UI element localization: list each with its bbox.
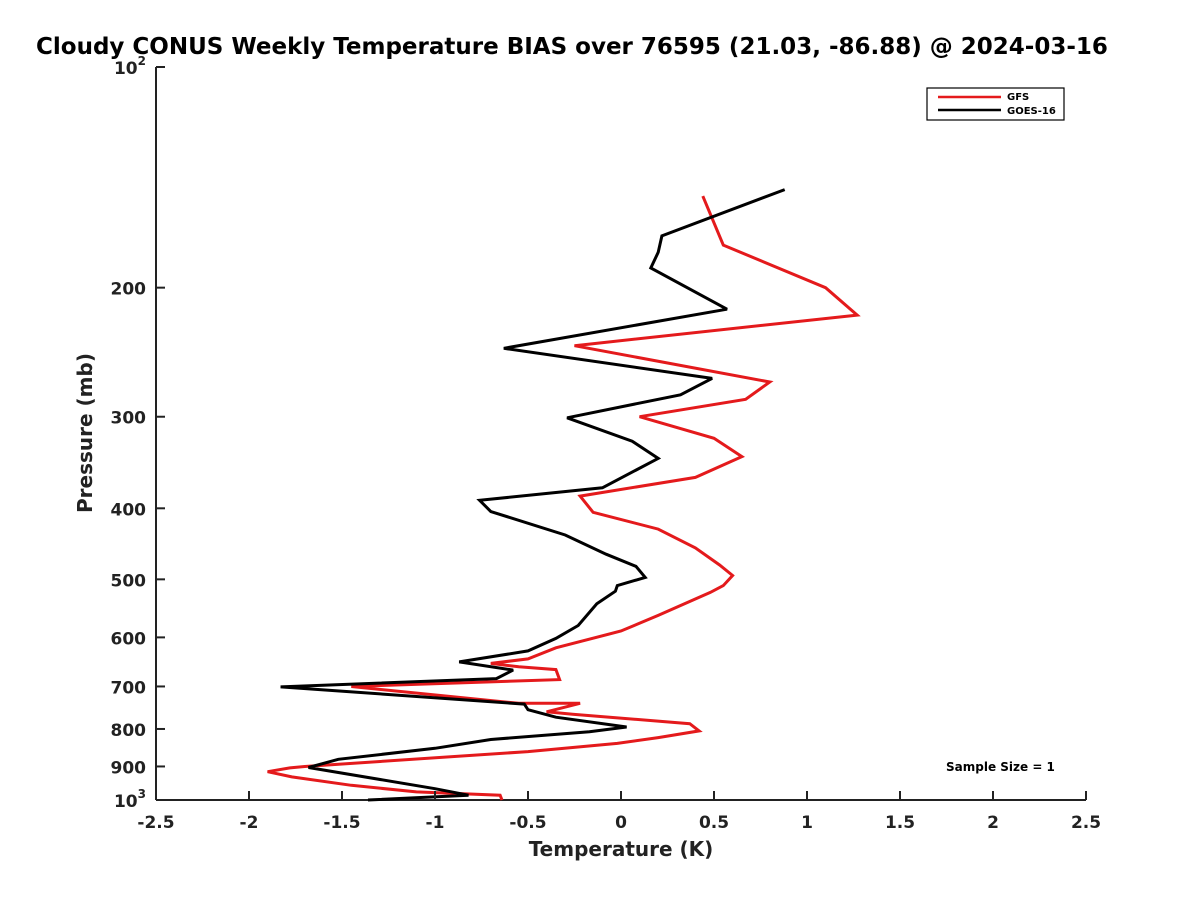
y-tick-label-base: 10 (114, 792, 138, 812)
y-tick-label: 600 (111, 629, 147, 649)
x-tick-label: -1 (426, 813, 445, 833)
x-tick-label: 1.5 (885, 813, 915, 833)
y-axis-label: Pressure (mb) (73, 353, 97, 513)
y-tick-label: 300 (111, 409, 147, 429)
y-tick-label: 500 (111, 571, 147, 591)
x-tick-label: -0.5 (509, 813, 546, 833)
x-tick-label: 0 (615, 813, 627, 833)
series-line-goes-16 (280, 188, 786, 802)
legend: GFS GOES-16 (926, 87, 1065, 121)
y-tick-label-base: 300 (111, 409, 147, 429)
x-tick-label: 2 (987, 813, 999, 833)
series-group (267, 188, 861, 802)
y-tick-label: 102 (114, 54, 146, 79)
series-line-gfs (267, 195, 861, 801)
y-tick-label-exponent: 3 (138, 787, 146, 801)
x-ticks: -2.5 -2 -1.5 -1 -0.5 0 0.5 1 1.5 2 2.5 (137, 791, 1101, 833)
plot-area (155, 67, 1086, 802)
x-tick-label: 1 (801, 813, 813, 833)
x-tick-label: -1.5 (323, 813, 360, 833)
y-tick-label-base: 900 (111, 758, 147, 778)
x-tick-label: 0.5 (699, 813, 729, 833)
y-tick-label-base: 400 (111, 500, 147, 520)
x-axis-label: Temperature (K) (529, 837, 714, 861)
y-tick-label: 800 (111, 721, 147, 741)
legend-label-goes16: GOES-16 (1007, 106, 1056, 117)
y-tick-label: 400 (111, 500, 147, 520)
legend-label-gfs: GFS (1007, 92, 1029, 103)
y-tick-label-base: 600 (111, 629, 147, 649)
y-tick-label: 700 (111, 678, 147, 698)
y-tick-label-exponent: 2 (138, 54, 146, 68)
chart-title: Cloudy CONUS Weekly Temperature BIAS ove… (36, 34, 1108, 60)
x-tick-label: -2.5 (137, 813, 174, 833)
y-tick-label-base: 700 (111, 678, 147, 698)
y-tick-label-base: 500 (111, 571, 147, 591)
y-tick-label: 900 (111, 758, 147, 778)
y-tick-label-base: 800 (111, 721, 147, 741)
y-tick-label-base: 10 (114, 59, 138, 79)
x-tick-label: 2.5 (1071, 813, 1101, 833)
x-tick-label: -2 (240, 813, 259, 833)
y-tick-label-base: 200 (111, 280, 147, 300)
legend-box (926, 87, 1065, 121)
sample-size-annotation: Sample Size = 1 (946, 760, 1055, 774)
y-tick-label: 200 (111, 280, 147, 300)
y-tick-label: 103 (114, 787, 146, 812)
